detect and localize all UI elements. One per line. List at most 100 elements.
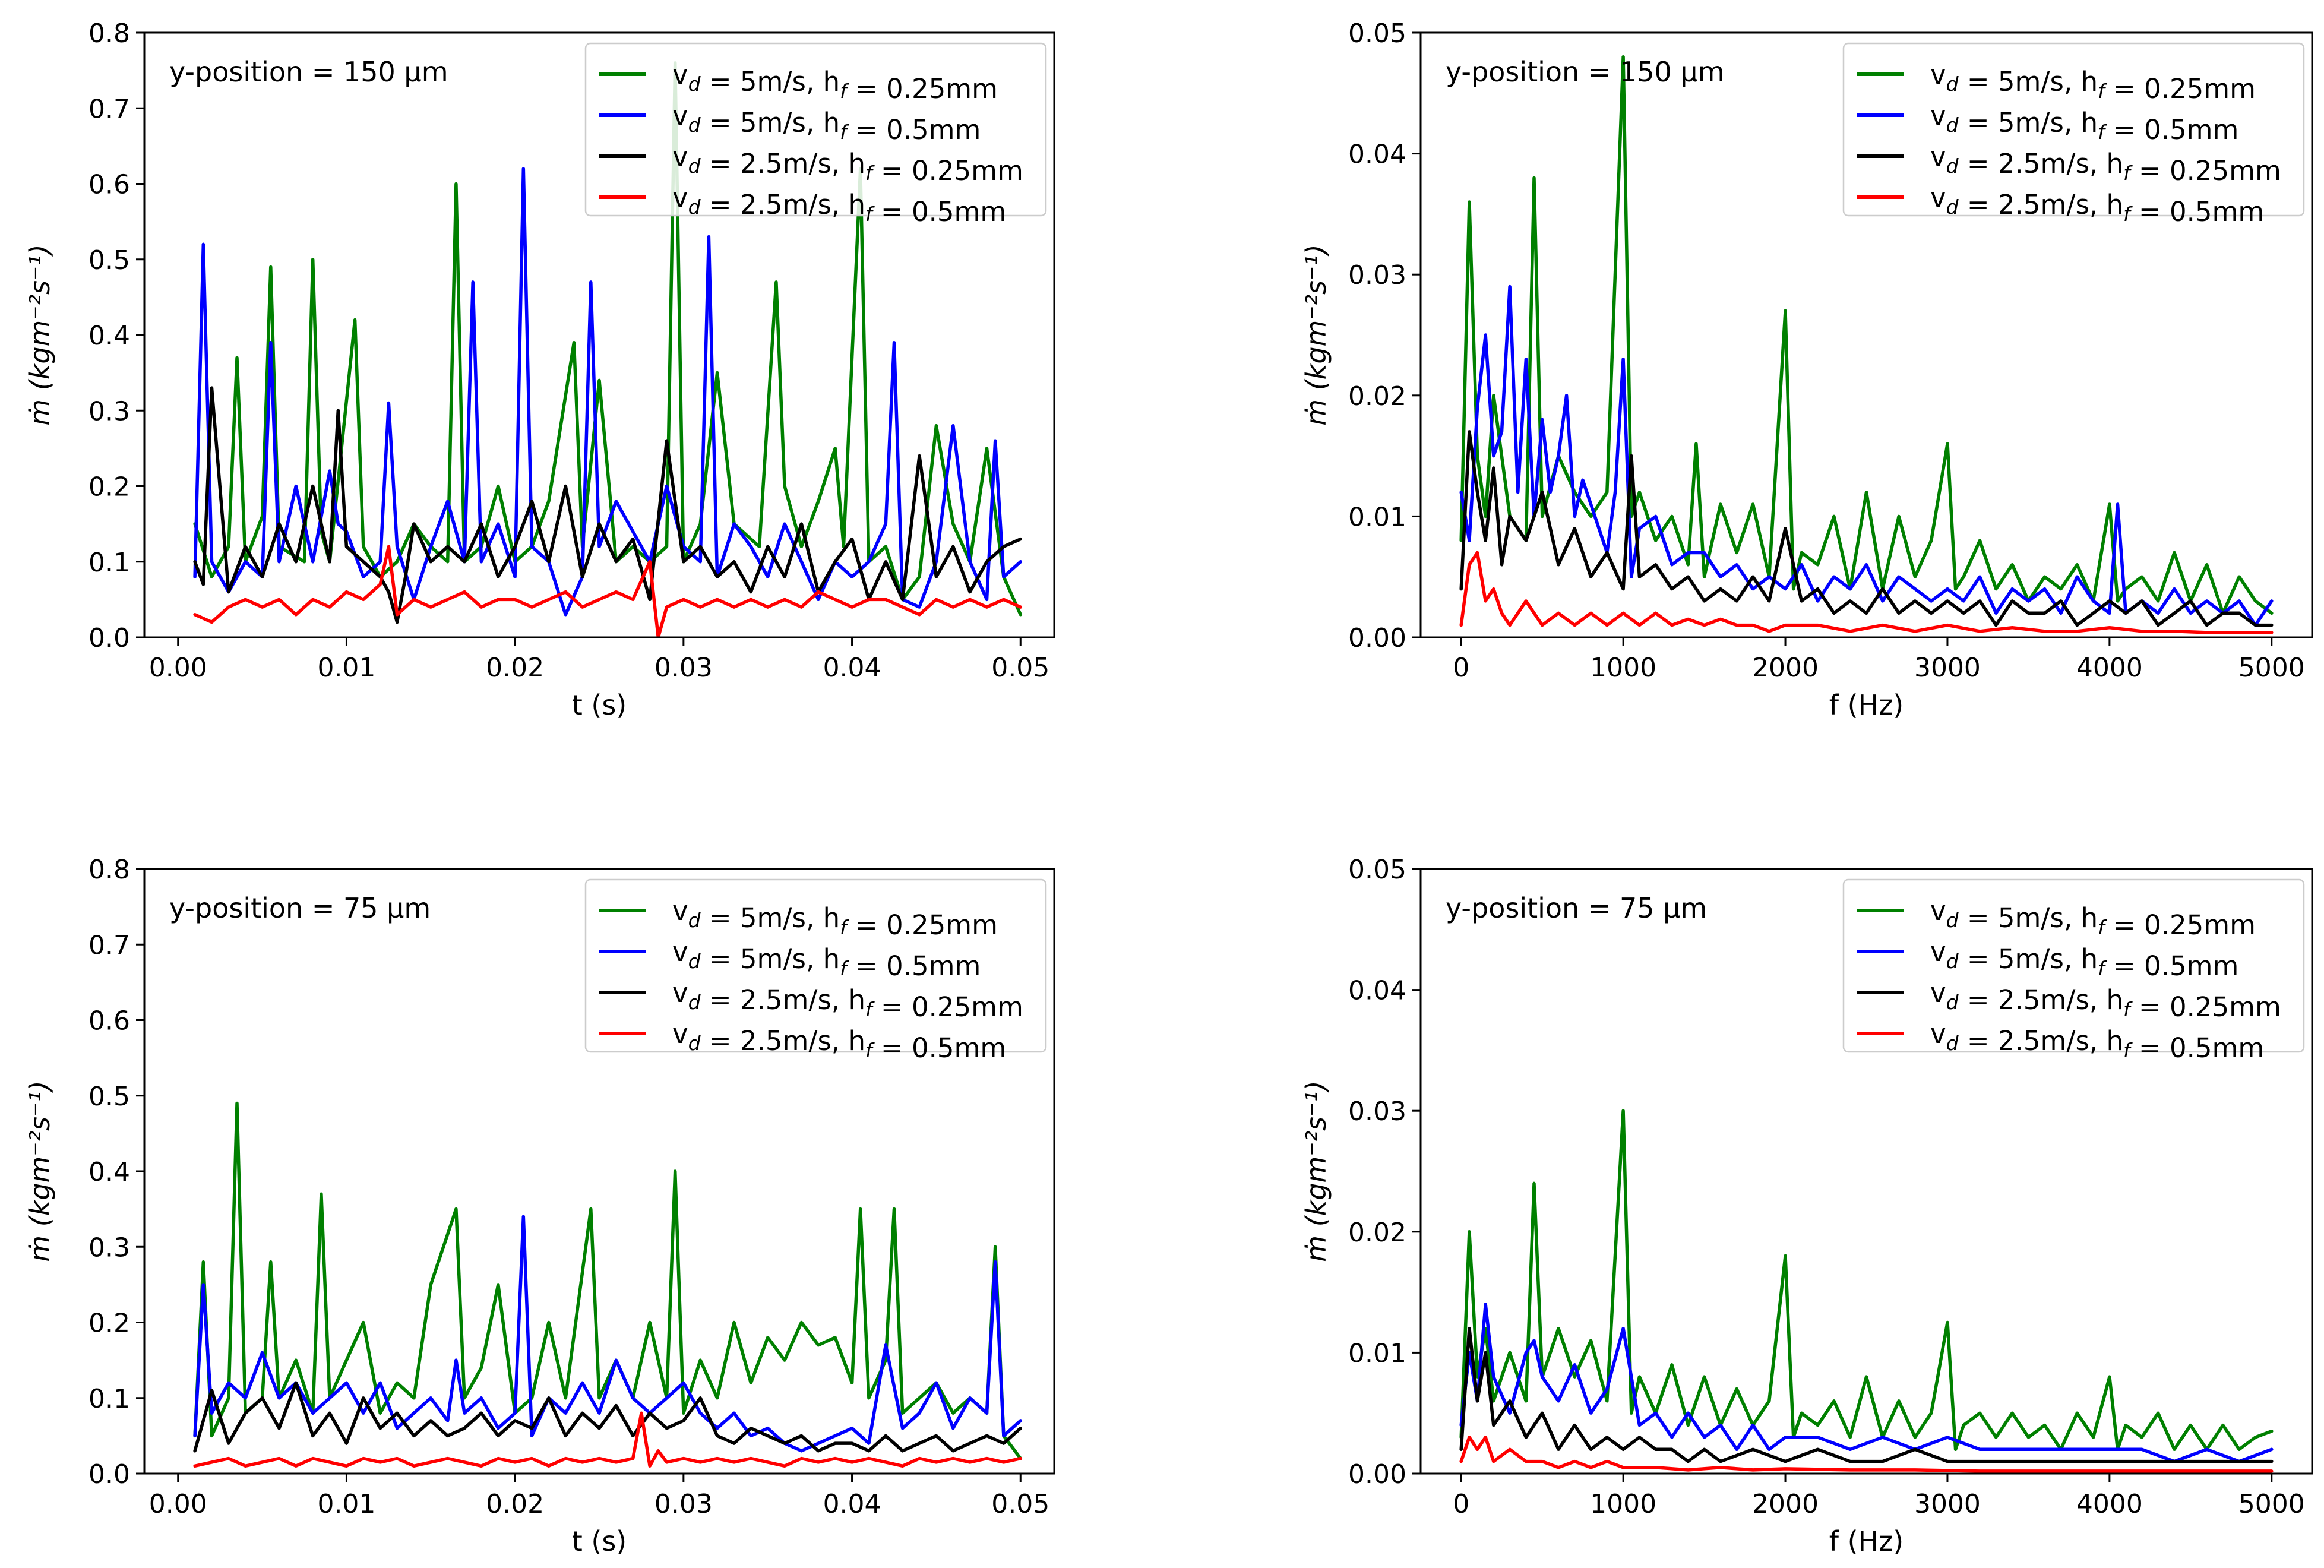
panel-bottom-left-x-tick-label: 0.03 [654,1489,713,1519]
panel-top-left-x-tick-label: 0.03 [654,653,713,683]
panel-bottom-left-series-v-d-2-5m-s-h-f-0-25mm [193,1381,1023,1453]
panel-top-right-series-v-d-2-5m-s-h-f-0-5mm [1459,551,2274,634]
panel-top-left-legend-frame [584,42,1047,217]
panel-top-right-series-v-d-5m-s-h-f-0-5mm [1459,284,2274,627]
panel-top-left-x-tick-label: 0.01 [317,653,375,683]
panel-bottom-right-x-tick-label: 3000 [1914,1489,1981,1519]
panel-bottom-left-annotation: y-position = 75 μm [169,892,431,924]
panel-bottom-left: 0.00 0.01 0.02 0.03 0.04 0.05 0.0 0.1 0.2 0.3 0.4 0… [24,855,1055,1557]
panel-top-left-legend-label: vd = 5m/s, hf = 0.5mm [672,100,981,146]
panel-bottom-left-y-tick-label: 0.0 [88,1459,130,1490]
panel-top-right-y-tick-label: 0.02 [1348,381,1406,412]
panel-top-right-series-group [1459,55,2274,634]
panel-bottom-left-x-tick-label: 0.01 [317,1489,375,1519]
panel-top-left-series-v-d-5m-s-h-f-0-5mm [193,167,1023,617]
panel-bottom-left-x-tick-label: 0.05 [991,1489,1049,1519]
panel-bottom-left-x-tick-label: 0.04 [823,1489,881,1519]
panel-top-right-axes-frame [1419,31,2313,638]
panel-bottom-left-y-tick-label: 0.8 [88,855,130,885]
panel-top-right-legend-label: vd = 2.5m/s, hf = 0.5mm [1930,182,2264,227]
panel-bottom-left-legend-label: vd = 2.5m/s, hf = 0.25mm [672,977,1023,1023]
panel-bottom-right-legend-label: vd = 5m/s, hf = 0.25mm [1930,895,2256,941]
panel-top-left-y-axis-label: ṁ (kgm⁻²s⁻¹) [24,244,56,425]
panel-bottom-left-y-tick-label: 0.1 [88,1384,130,1414]
panel-bottom-right-annotation: y-position = 75 μm [1446,892,1707,924]
panel-bottom-left-y-tick-label: 0.2 [88,1308,130,1339]
panel-top-left-x-tick-label: 0.00 [149,653,207,683]
panel-top-left-series-v-d-2-5m-s-h-f-0-5mm [193,545,1023,637]
panel-bottom-right-series-v-d-5m-s-h-f-0-5mm [1459,1303,2274,1463]
panel-top-right-legend-frame [1842,42,2305,217]
panel-top-right-series-v-d-5m-s-h-f-0-25mm [1459,55,2274,615]
panel-top-left-legend-label: vd = 2.5m/s, hf = 0.5mm [672,182,1006,227]
panel-top-right-x-tick-label: 5000 [2238,653,2305,683]
panel-top-left-series-v-d-5m-s-h-f-0-25mm [193,61,1023,617]
panel-bottom-left-legend-label: vd = 5m/s, hf = 0.25mm [672,895,998,941]
panel-bottom-left-series-group [193,1101,1023,1468]
panel-top-left-y-tick-label: 0.2 [88,472,130,502]
panel-top-left-series-group [193,61,1023,637]
panel-top-right-x-axis-label: f (Hz) [1829,689,1904,721]
panel-top-right: 0 1000 2000 3000 4000 5000 0.00 0.01 0.02 0.03 0.0… [1300,18,2313,721]
panel-bottom-left-series-v-d-2-5m-s-h-f-0-5mm [193,1411,1023,1468]
panel-top-right-annotation: y-position = 150 μm [1446,56,1725,88]
panel-bottom-right-y-tick-label: 0.00 [1348,1459,1406,1490]
panel-bottom-right-x-tick-label: 0 [1453,1489,1469,1519]
panel-bottom-left-y-tick-label: 0.7 [88,930,130,960]
panel-top-right-x-tick-label: 2000 [1752,653,1819,683]
panel-top-right-x-tick-label: 1000 [1590,653,1656,683]
panel-top-right-y-tick-label: 0.05 [1348,18,1406,49]
panel-bottom-right-x-tick-label: 1000 [1590,1489,1656,1519]
panel-bottom-left-legend-label: vd = 5m/s, hf = 0.5mm [672,936,981,982]
panel-bottom-right-y-tick-label: 0.01 [1348,1338,1406,1368]
panel-bottom-right-legend-label: vd = 2.5m/s, hf = 0.5mm [1930,1018,2264,1064]
panel-bottom-right-legend-label: vd = 5m/s, hf = 0.5mm [1930,936,2238,982]
panel-top-right-x-tick-label: 3000 [1914,653,1981,683]
panel-bottom-left-y-tick-label: 0.6 [88,1006,130,1036]
panel-bottom-right-axes-frame [1419,868,2313,1475]
panel-top-right-legend-label: vd = 2.5m/s, hf = 0.25mm [1930,141,2281,186]
panel-top-left-y-tick-label: 0.0 [88,623,130,653]
panel-bottom-left-y-axis-label: ṁ (kgm⁻²s⁻¹) [24,1080,56,1262]
panel-bottom-right-legend-label: vd = 2.5m/s, hf = 0.25mm [1930,977,2281,1023]
panel-top-left-annotation: y-position = 150 μm [169,56,448,88]
panel-top-left-legend-label: vd = 5m/s, hf = 0.25mm [672,59,998,105]
panel-bottom-right-series-v-d-5m-s-h-f-0-25mm [1459,1109,2274,1452]
panel-bottom-right-y-tick-label: 0.02 [1348,1218,1406,1248]
panel-bottom-left-x-tick-label: 0.02 [486,1489,544,1519]
panel-bottom-right-series-v-d-2-5m-s-h-f-0-25mm [1459,1326,2274,1463]
panel-bottom-right-series-group [1459,1109,2274,1473]
panel-bottom-right-legend-frame [1842,878,2305,1053]
panel-top-left-y-tick-label: 0.4 [88,321,130,351]
panel-top-right-series-v-d-2-5m-s-h-f-0-25mm [1459,430,2274,627]
panel-bottom-left-series-v-d-5m-s-h-f-0-25mm [193,1101,1023,1460]
panel-top-right-x-tick-label: 0 [1453,653,1469,683]
panel-bottom-right-y-tick-label: 0.04 [1348,976,1406,1006]
panel-bottom-right-x-axis-label: f (Hz) [1829,1525,1904,1557]
panel-top-left-y-tick-label: 0.6 [88,170,130,200]
panel-bottom-right-y-tick-label: 0.03 [1348,1096,1406,1127]
panel-top-left-y-tick-label: 0.1 [88,548,130,578]
panel-top-right-legend-label: vd = 5m/s, hf = 0.25mm [1930,59,2256,105]
panel-top-left-x-tick-label: 0.05 [991,653,1049,683]
panel-top-left-x-tick-label: 0.02 [486,653,544,683]
panel-bottom-right-y-axis-label: ṁ (kgm⁻²s⁻¹) [1300,1080,1332,1262]
panel-top-left-y-tick-label: 0.3 [88,396,130,426]
panel-bottom-left-y-tick-label: 0.4 [88,1157,130,1187]
panel-bottom-right-series-v-d-2-5m-s-h-f-0-5mm [1459,1436,2274,1473]
panel-top-right-y-tick-label: 0.01 [1348,502,1406,532]
panel-bottom-right: 0 1000 2000 3000 4000 5000 0.00 0.01 0.02 0.03 0.0… [1300,855,2313,1557]
panel-bottom-left-legend-frame [584,878,1047,1053]
panel-top-right-legend-label: vd = 5m/s, hf = 0.5mm [1930,100,2238,146]
panel-top-left-y-tick-label: 0.5 [88,245,130,276]
panel-top-left-x-axis-label: t (s) [572,689,627,721]
panel-top-right-y-tick-label: 0.04 [1348,140,1406,170]
panel-top-right-x-tick-label: 4000 [2076,653,2143,683]
panel-bottom-left-x-tick-label: 0.00 [149,1489,207,1519]
panel-top-left-legend-label: vd = 2.5m/s, hf = 0.25mm [672,141,1023,186]
panel-bottom-right-x-tick-label: 5000 [2238,1489,2305,1519]
